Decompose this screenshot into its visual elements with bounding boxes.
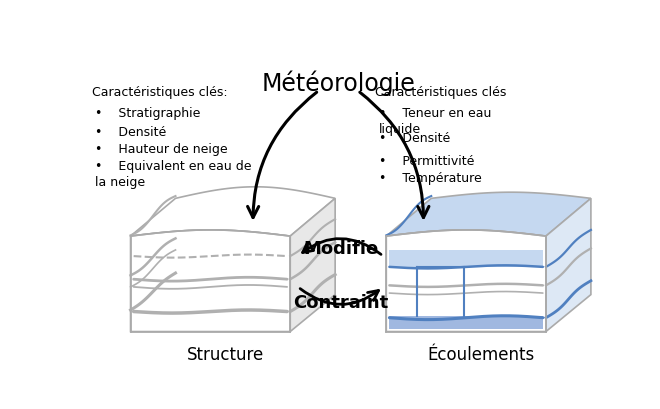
Text: •    Température: • Température (379, 172, 481, 185)
Text: •    Equivalent en eau de
la neige: • Equivalent en eau de la neige (95, 160, 251, 189)
Text: •    Permittivité: • Permittivité (379, 155, 474, 168)
Text: Caractéristiques clés:: Caractéristiques clés: (92, 86, 228, 99)
Text: Contraint: Contraint (293, 293, 388, 311)
Text: •    Densité: • Densité (379, 132, 450, 145)
Text: Écoulements: Écoulements (427, 345, 535, 363)
Polygon shape (389, 317, 543, 329)
Text: Modifie: Modifie (303, 240, 378, 258)
Text: •    Teneur en eau
liquide: • Teneur en eau liquide (379, 107, 491, 136)
Polygon shape (290, 199, 335, 332)
Polygon shape (389, 250, 543, 267)
Polygon shape (546, 199, 591, 332)
Polygon shape (386, 193, 591, 236)
Text: •    Stratigraphie: • Stratigraphie (95, 107, 200, 120)
Text: Structure: Structure (187, 345, 264, 363)
Polygon shape (131, 230, 290, 332)
Text: Météorologie: Météorologie (261, 71, 415, 96)
Text: •    Densité: • Densité (95, 126, 166, 139)
Polygon shape (386, 230, 546, 332)
Text: •    Hauteur de neige: • Hauteur de neige (95, 143, 228, 156)
Polygon shape (131, 187, 335, 236)
Text: Caractéristiques clés: Caractéristiques clés (376, 86, 507, 99)
